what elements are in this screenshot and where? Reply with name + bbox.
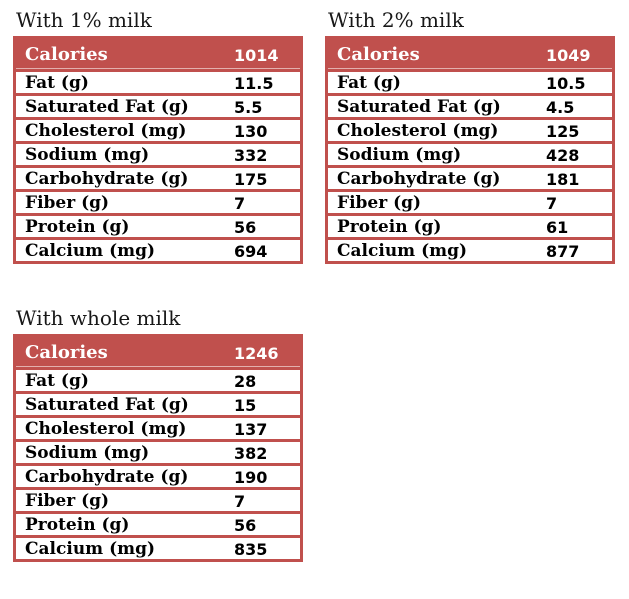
table-row: Protein (g) 61 <box>328 213 612 237</box>
table-row: Saturated Fat (g) 4.5 <box>328 93 612 117</box>
table-row: Calcium (mg) 694 <box>16 237 300 261</box>
row-value: 130 <box>234 122 268 141</box>
nutrition-table: Calories 1014 Fat (g) 11.5 Saturated Fat… <box>13 36 303 264</box>
header-label: Calories <box>337 43 420 65</box>
table-row: Cholesterol (mg) 125 <box>328 117 612 141</box>
table-row: Fat (g) 10.5 <box>328 69 612 93</box>
row-value: 694 <box>234 242 268 261</box>
row-label: Saturated Fat (g) <box>25 96 189 117</box>
table-row: Protein (g) 56 <box>16 213 300 237</box>
row-label: Protein (g) <box>25 514 130 535</box>
row-value: 428 <box>546 146 580 165</box>
row-label: Sodium (mg) <box>337 144 462 165</box>
table-row: Cholesterol (mg) 137 <box>16 415 300 439</box>
table-row: Cholesterol (mg) 130 <box>16 117 300 141</box>
table-row: Fiber (g) 7 <box>16 189 300 213</box>
table-row: Fiber (g) 7 <box>16 487 300 511</box>
nutrition-table: Calories 1246 Fat (g) 28 Saturated Fat (… <box>13 334 303 562</box>
row-label: Cholesterol (mg) <box>25 418 187 439</box>
table-title-whole-milk: With whole milk <box>16 306 181 330</box>
table-row: Fiber (g) 7 <box>328 189 612 213</box>
row-value: 835 <box>234 540 268 559</box>
row-value: 10.5 <box>546 74 586 93</box>
row-label: Fat (g) <box>25 370 89 391</box>
row-label: Carbohydrate (g) <box>25 466 189 487</box>
table-header-row: Calories 1246 <box>16 337 300 367</box>
table-header-row: Calories 1014 <box>16 39 300 69</box>
row-value: 15 <box>234 396 257 415</box>
table-row: Sodium (mg) 332 <box>16 141 300 165</box>
table-row: Sodium (mg) 382 <box>16 439 300 463</box>
table-row: Fat (g) 28 <box>16 367 300 391</box>
table-row: Saturated Fat (g) 5.5 <box>16 93 300 117</box>
nutrition-table-1pct-milk-block: With 1% milk Calories 1014 Fat (g) 11.5 … <box>13 8 303 264</box>
row-value: 125 <box>546 122 580 141</box>
nutrition-table-whole-milk-block: With whole milk Calories 1246 Fat (g) 28… <box>13 306 303 562</box>
header-label: Calories <box>25 341 108 363</box>
header-label: Calories <box>25 43 108 65</box>
row-label: Calcium (mg) <box>337 240 468 261</box>
table-row: Saturated Fat (g) 15 <box>16 391 300 415</box>
row-label: Cholesterol (mg) <box>25 120 187 141</box>
header-value: 1014 <box>234 45 279 65</box>
row-label: Calcium (mg) <box>25 240 156 261</box>
row-label: Saturated Fat (g) <box>337 96 501 117</box>
row-value: 4.5 <box>546 98 575 117</box>
row-value: 175 <box>234 170 268 189</box>
table-row: Carbohydrate (g) 175 <box>16 165 300 189</box>
header-value: 1049 <box>546 45 591 65</box>
row-label: Saturated Fat (g) <box>25 394 189 415</box>
row-value: 56 <box>234 516 257 535</box>
row-value: 7 <box>234 492 246 511</box>
header-value: 1246 <box>234 343 279 363</box>
nutrition-table: Calories 1049 Fat (g) 10.5 Saturated Fat… <box>325 36 615 264</box>
table-row: Calcium (mg) 877 <box>328 237 612 261</box>
row-value: 56 <box>234 218 257 237</box>
table-header-row: Calories 1049 <box>328 39 612 69</box>
row-value: 7 <box>546 194 558 213</box>
row-value: 332 <box>234 146 268 165</box>
nutrition-table-2pct-milk-block: With 2% milk Calories 1049 Fat (g) 10.5 … <box>325 8 615 264</box>
row-label: Protein (g) <box>337 216 442 237</box>
row-value: 190 <box>234 468 268 487</box>
table-row: Fat (g) 11.5 <box>16 69 300 93</box>
row-label: Protein (g) <box>25 216 130 237</box>
table-row: Calcium (mg) 835 <box>16 535 300 559</box>
row-label: Fiber (g) <box>337 192 422 213</box>
row-label: Cholesterol (mg) <box>337 120 499 141</box>
row-value: 382 <box>234 444 268 463</box>
row-value: 61 <box>546 218 569 237</box>
row-label: Fat (g) <box>25 72 89 93</box>
table-row: Carbohydrate (g) 190 <box>16 463 300 487</box>
row-label: Fat (g) <box>337 72 401 93</box>
row-label: Sodium (mg) <box>25 144 150 165</box>
row-value: 137 <box>234 420 268 439</box>
table-row: Protein (g) 56 <box>16 511 300 535</box>
row-label: Carbohydrate (g) <box>337 168 501 189</box>
row-value: 877 <box>546 242 580 261</box>
row-value: 5.5 <box>234 98 263 117</box>
table-title-2pct-milk: With 2% milk <box>328 8 464 32</box>
row-label: Calcium (mg) <box>25 538 156 559</box>
row-value: 28 <box>234 372 257 391</box>
table-row: Carbohydrate (g) 181 <box>328 165 612 189</box>
table-title-1pct-milk: With 1% milk <box>16 8 152 32</box>
row-label: Fiber (g) <box>25 490 110 511</box>
row-value: 11.5 <box>234 74 274 93</box>
table-row: Sodium (mg) 428 <box>328 141 612 165</box>
row-label: Fiber (g) <box>25 192 110 213</box>
row-label: Sodium (mg) <box>25 442 150 463</box>
row-value: 181 <box>546 170 580 189</box>
row-value: 7 <box>234 194 246 213</box>
row-label: Carbohydrate (g) <box>25 168 189 189</box>
